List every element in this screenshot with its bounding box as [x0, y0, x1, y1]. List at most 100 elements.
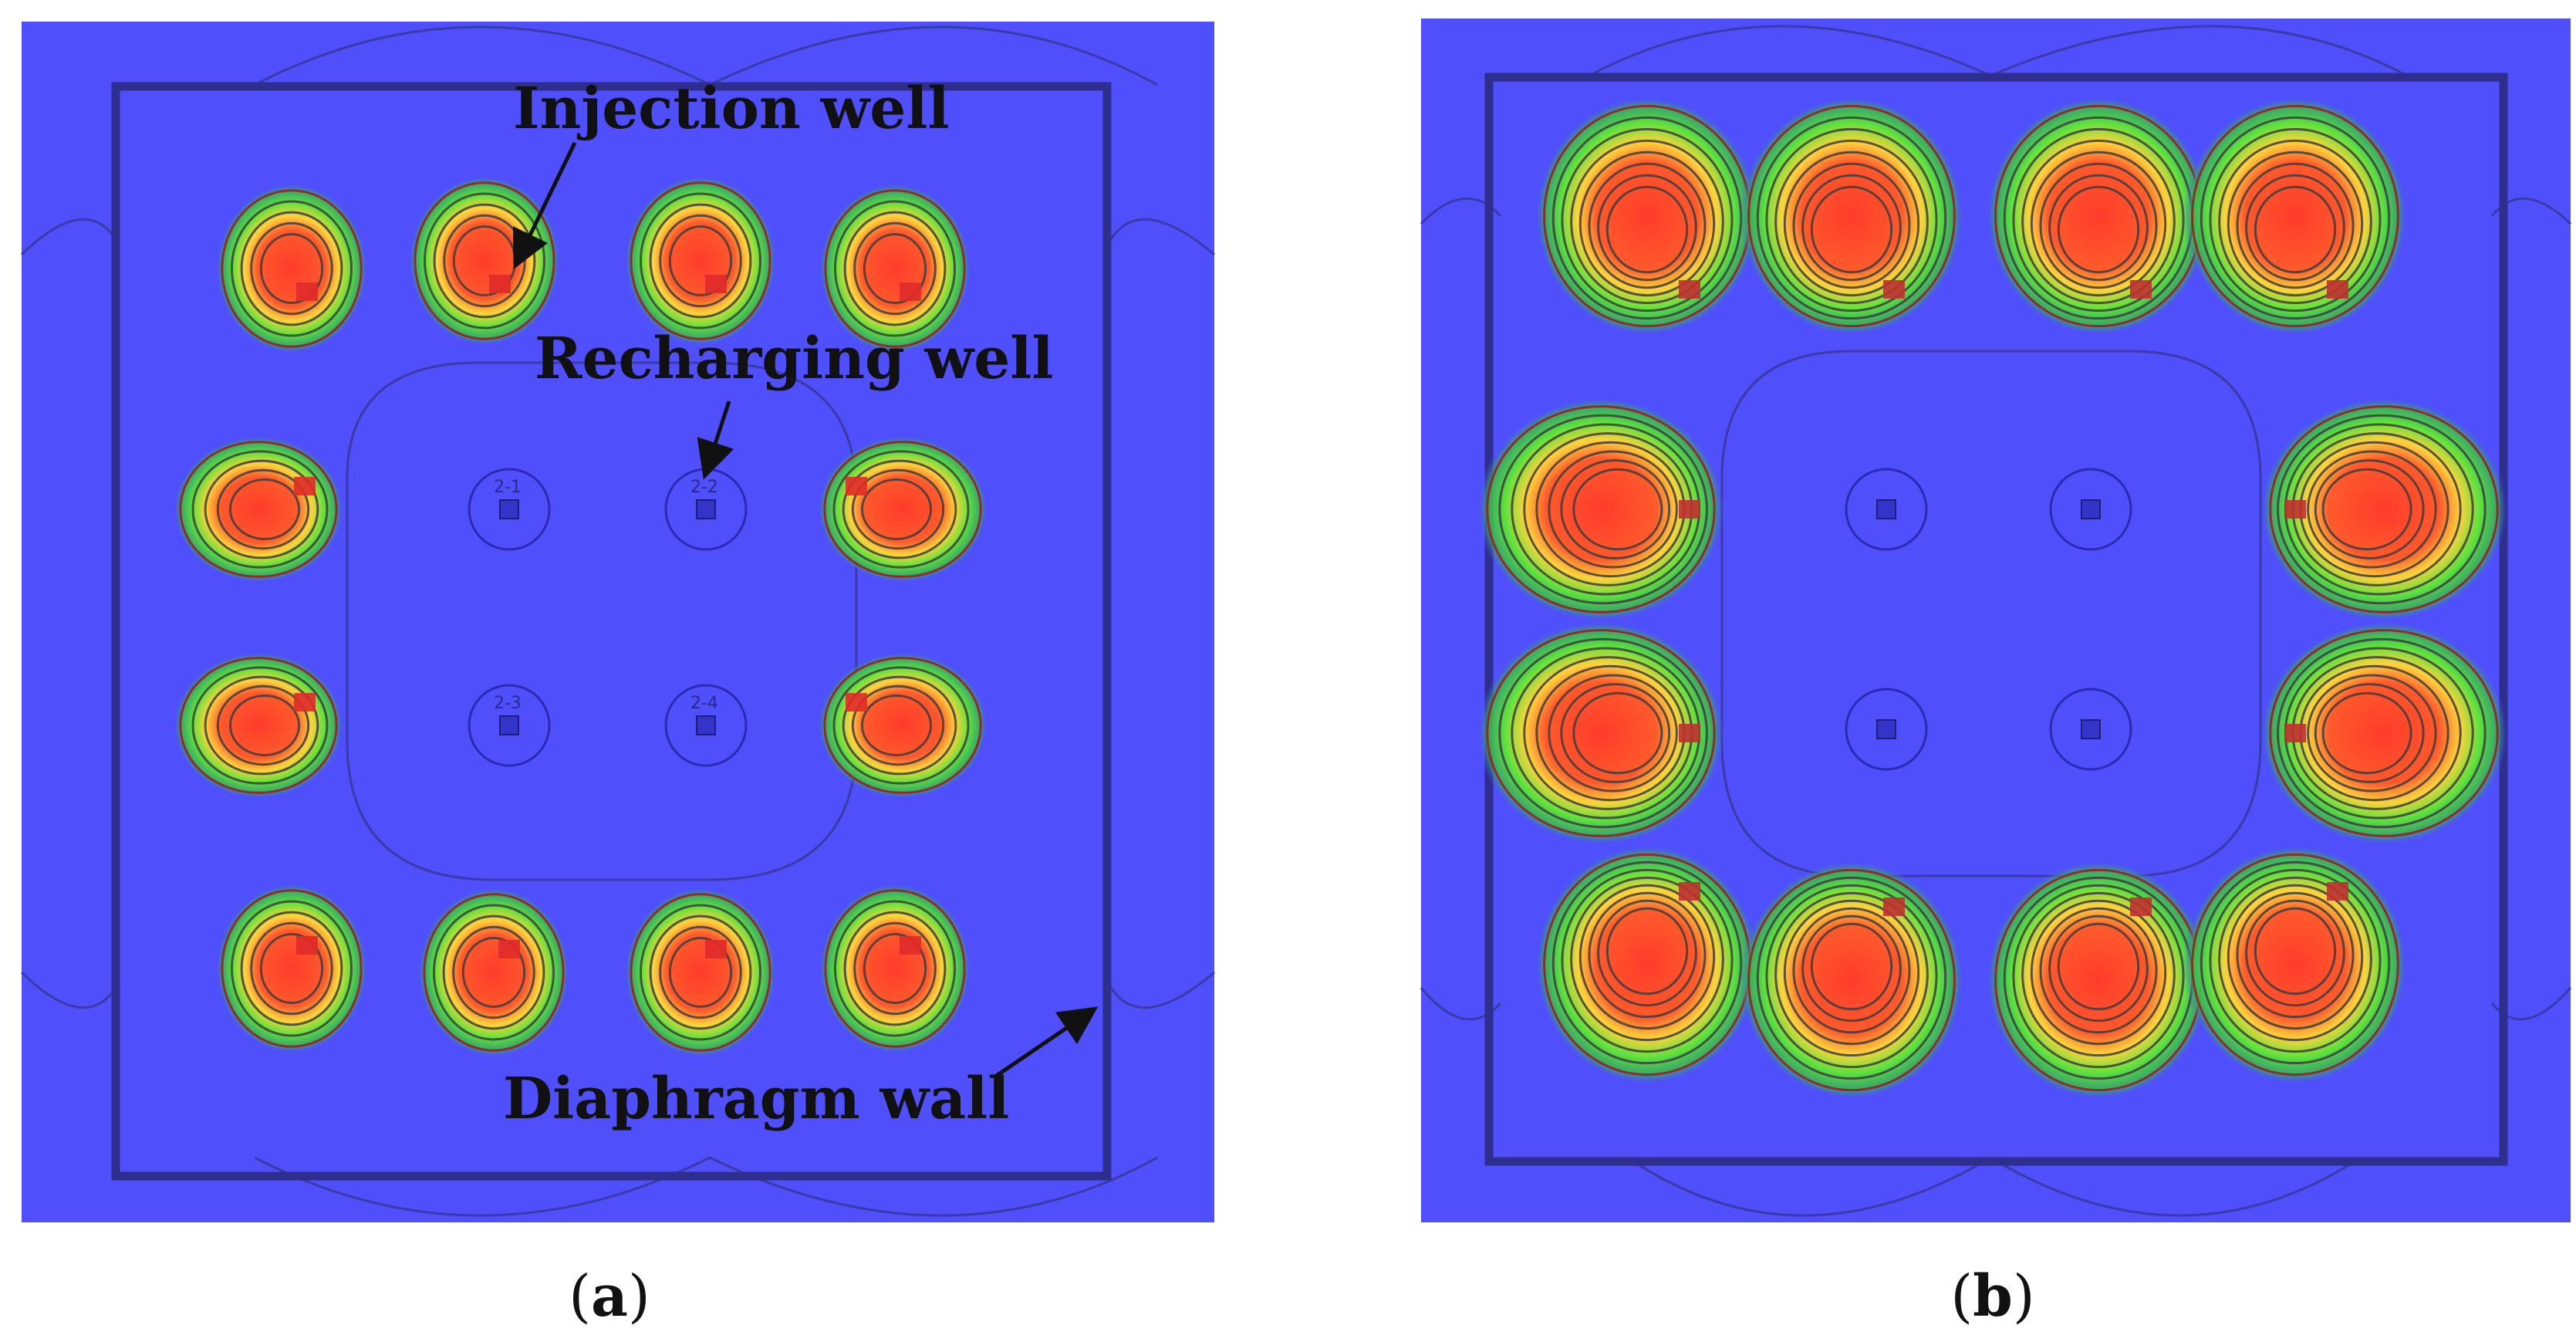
contour-line — [1548, 450, 1678, 569]
contour-line — [2277, 637, 2487, 829]
contour-line — [649, 914, 752, 1030]
contour-line — [2200, 860, 2391, 1065]
injection-well-marker — [846, 693, 867, 712]
contour-line — [2012, 127, 2185, 313]
contour-line — [432, 904, 555, 1041]
recharge-marker — [696, 715, 716, 735]
contour-line — [630, 893, 771, 1052]
contour-line — [863, 232, 927, 305]
recharge-marker — [1876, 719, 1896, 739]
contour-line — [179, 657, 338, 794]
contour-line — [851, 685, 945, 766]
contour-line — [1783, 150, 1920, 297]
contour-line — [2021, 139, 2176, 305]
recharge-marker — [696, 499, 716, 519]
contour-line — [2269, 405, 2499, 614]
contour-line — [1560, 683, 1671, 783]
injection-well-marker — [1679, 882, 1700, 901]
thermal-plume — [1740, 96, 1963, 336]
recharge-contour — [468, 684, 551, 767]
thermal-plume — [418, 887, 569, 1057]
recharge-contour — [1845, 688, 1928, 771]
contour-line — [2191, 853, 2399, 1077]
contour-line — [842, 675, 957, 776]
recharge-well-tag: 2-2 — [690, 478, 718, 497]
plume-fill — [2183, 845, 2407, 1084]
panel-a-wells: 2-1 2-2 2-3 2-4 — [468, 468, 748, 767]
injection-well-marker — [1679, 500, 1700, 519]
contour-line — [832, 666, 970, 785]
contour-line — [2030, 899, 2167, 1046]
contour-line — [1561, 127, 1734, 313]
thermal-plume — [2183, 845, 2407, 1084]
contour-line — [1597, 174, 1697, 282]
contour-line — [2021, 891, 2176, 1057]
plume-fill — [216, 884, 367, 1053]
contour-line — [2039, 907, 2158, 1034]
contour-line — [250, 221, 333, 316]
plume-fill — [2260, 621, 2507, 845]
contour-line — [1560, 459, 1671, 559]
thermal-plume — [1740, 860, 1963, 1100]
contour-line — [1572, 468, 1663, 551]
thermal-plume — [819, 184, 971, 353]
plume-fill — [174, 436, 343, 583]
recharge-well-tag: 2-3 — [494, 694, 522, 713]
contour-line — [2218, 139, 2372, 305]
thermal-plume — [1987, 96, 2210, 336]
plume-fill — [216, 184, 367, 353]
contour-line — [2209, 868, 2382, 1053]
contour-line — [2314, 683, 2425, 783]
contour-line — [823, 657, 982, 794]
plume-fill — [625, 887, 776, 1057]
contour-line — [2277, 414, 2487, 605]
recharging-well — [2049, 468, 2132, 551]
contour-line — [1578, 884, 1716, 1030]
injection-well-marker — [705, 275, 727, 293]
contour-line — [1570, 876, 1724, 1042]
contour-line — [2209, 127, 2382, 313]
injection-well-marker — [296, 936, 318, 955]
plume-fill — [1535, 845, 1759, 1084]
injection-well-marker — [2284, 500, 2306, 519]
contour-line — [659, 214, 742, 308]
thermal-plume — [2183, 96, 2407, 336]
injection-well-marker — [900, 936, 921, 955]
contour-line — [1588, 891, 1707, 1019]
contour-line — [2048, 174, 2149, 282]
thermal-plume — [1987, 860, 2210, 1100]
injection-well-marker — [489, 275, 511, 293]
contour-line — [853, 921, 937, 1016]
contour-line — [639, 192, 762, 330]
thermal-plume — [1535, 845, 1759, 1084]
contour-line — [250, 921, 333, 1016]
contour-line — [204, 675, 319, 776]
injection-well-marker — [1883, 280, 1905, 299]
contour-line — [2245, 899, 2345, 1007]
contour-line — [832, 450, 970, 569]
contour-line — [2236, 891, 2355, 1019]
plume-fill — [818, 652, 988, 799]
recharge-contour — [1845, 468, 1928, 551]
contour-line — [423, 893, 565, 1052]
panel-a-field — [22, 22, 1214, 1222]
injection-well-marker — [2284, 724, 2306, 742]
contour-line — [228, 478, 301, 540]
contour-line — [833, 900, 957, 1037]
contour-line — [2307, 450, 2437, 569]
plume-fill — [409, 176, 560, 346]
contour-line — [863, 932, 927, 1005]
contour-line — [414, 181, 555, 340]
contour-line — [1792, 162, 1911, 289]
contour-line — [1588, 162, 1707, 289]
recharging-well — [1845, 468, 1928, 551]
contour-line — [259, 232, 324, 305]
contour-line — [1765, 884, 1938, 1069]
contour-line — [228, 695, 301, 756]
contour-line — [1498, 414, 1708, 605]
contour-line — [639, 904, 762, 1041]
recharging-well — [1845, 688, 1928, 771]
contour-line — [860, 695, 933, 756]
contour-line — [2012, 884, 2185, 1069]
